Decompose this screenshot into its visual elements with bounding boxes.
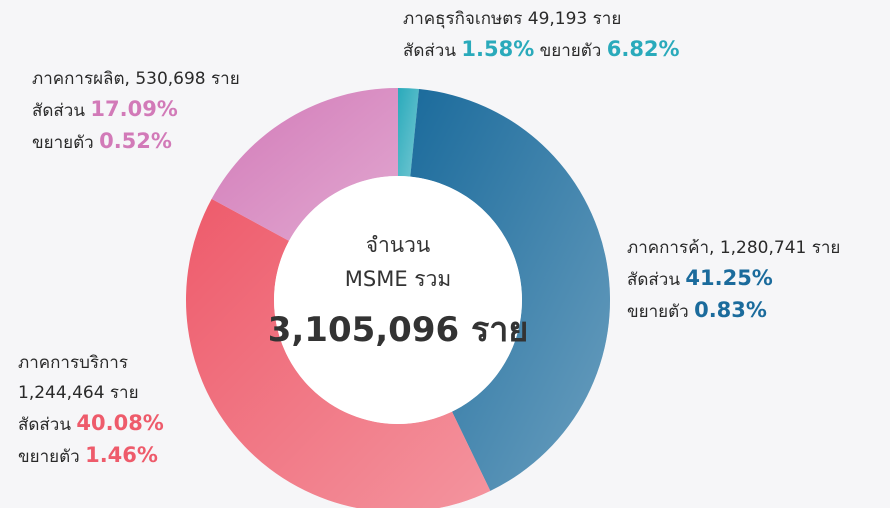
growth-line: ขยายตัว 0.52% [32, 126, 302, 158]
category-label: ภาคการบริการ 1,244,464 ราย [18, 348, 188, 408]
value-label: 1.58% [461, 37, 534, 61]
share-text: สัดส่วน [32, 101, 85, 121]
share-text: สัดส่วน [627, 270, 680, 290]
category-label: ภาคการผลิต, 530,698 ราย [32, 64, 302, 94]
page: จำนวน MSME รวม 3,105,096 ราย (() => { co… [0, 0, 890, 508]
category-label: ภาคการค้า, 1,280,741 ราย [627, 233, 887, 263]
growth-line: ขยายตัว 1.46% [18, 440, 188, 472]
growth-line: ขยายตัว 6.82% [540, 41, 680, 61]
center-label: จำนวน MSME รวม [298, 228, 498, 296]
growth-text: ขยายตัว [540, 41, 602, 61]
growth-label: 0.83% [694, 298, 767, 322]
share-line: สัดส่วน 1.58% ขยายตัว 6.82% [403, 34, 703, 66]
growth-text: ขยายตัว [32, 133, 94, 153]
segment-label: ภาคธุรกิจเกษตร 49,193 รายสัดส่วน 1.58% ข… [403, 4, 703, 66]
share-line: สัดส่วน 17.09% [32, 94, 302, 126]
segment-label: ภาคการบริการ 1,244,464 รายสัดส่วน 40.08%… [18, 348, 188, 472]
share-text: สัดส่วน [403, 41, 456, 61]
growth-line: ขยายตัว 0.83% [627, 295, 887, 327]
share-text: สัดส่วน [18, 415, 71, 435]
value-label: 40.08% [76, 411, 163, 435]
share-line: สัดส่วน 41.25% [627, 263, 887, 295]
category-label: ภาคธุรกิจเกษตร 49,193 ราย [403, 4, 703, 34]
growth-text: ขยายตัว [18, 447, 80, 467]
growth-label: 1.46% [85, 443, 158, 467]
value-label: 17.09% [90, 97, 177, 121]
center-line: MSME รวม [298, 262, 498, 296]
growth-label: 0.52% [99, 129, 172, 153]
center-total: 3,105,096 ราย [248, 302, 548, 356]
segment-label: ภาคการค้า, 1,280,741 รายสัดส่วน 41.25%ขย… [627, 233, 887, 327]
value-label: 41.25% [685, 266, 772, 290]
growth-label: 6.82% [607, 37, 680, 61]
share-line: สัดส่วน 40.08% [18, 408, 188, 440]
segment-label: ภาคการผลิต, 530,698 รายสัดส่วน 17.09%ขยา… [32, 64, 302, 158]
center-line: จำนวน [298, 228, 498, 262]
growth-text: ขยายตัว [627, 302, 689, 322]
center-hole [274, 176, 522, 424]
